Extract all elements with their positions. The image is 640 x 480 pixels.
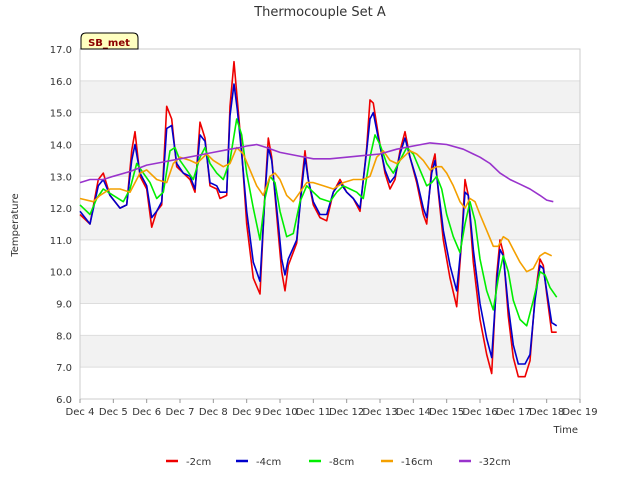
series-line-4cm xyxy=(79,83,558,365)
x-axis-label: Time xyxy=(553,425,578,436)
x-tick-label: Dec 10 xyxy=(262,407,297,418)
y-tick-label: 6.0 xyxy=(56,395,72,406)
x-tick-label: Dec 17 xyxy=(496,407,531,418)
legend-label: -4cm xyxy=(256,457,281,468)
series-line-16cm xyxy=(79,146,553,273)
y-tick-label: 10.0 xyxy=(50,268,72,279)
background-bands xyxy=(80,48,580,400)
legend-label: -32cm xyxy=(479,457,511,468)
y-tick-label: 13.0 xyxy=(50,172,72,183)
y-axis: 6.0 7.0 8.0 9.0 10.0 11.0 12.0 13.0 14.0 15.0 16.0… xyxy=(50,45,72,406)
grid-band xyxy=(80,144,580,177)
y-tick-label: 9.0 xyxy=(56,300,72,311)
series-line-8cm xyxy=(79,118,558,327)
x-tick-label: Dec 11 xyxy=(296,407,331,418)
y-tick-label: 7.0 xyxy=(56,363,72,374)
legend-label: -8cm xyxy=(329,457,354,468)
y-tick-label: 8.0 xyxy=(56,331,72,342)
grid-band xyxy=(80,112,580,145)
grid-band xyxy=(80,367,580,399)
x-tick-label: Dec 12 xyxy=(329,407,364,418)
grid-band xyxy=(80,335,580,368)
plot-frame xyxy=(79,48,581,400)
plot-border xyxy=(79,48,581,400)
x-tick-label: Dec 19 xyxy=(562,407,597,418)
grid-band xyxy=(80,303,580,336)
legend: -2cm -4cm -8cm -16cm -32cm xyxy=(166,457,511,468)
x-tick-label: Dec 15 xyxy=(429,407,464,418)
y-tick-label: 11.0 xyxy=(50,236,72,247)
y-axis-label: Temperature xyxy=(10,193,21,257)
x-tick-label: Dec 5 xyxy=(99,407,128,418)
x-tick-label: Dec 8 xyxy=(199,407,228,418)
legend-label: -2cm xyxy=(186,457,211,468)
chart-title: Thermocouple Set A xyxy=(253,5,386,20)
x-tick-label: Dec 14 xyxy=(396,407,431,418)
x-tick-label: Dec 7 xyxy=(166,407,195,418)
y-tick-label: 16.0 xyxy=(50,77,72,88)
grid-band xyxy=(80,208,580,240)
x-tick-label: Dec 13 xyxy=(362,407,397,418)
y-tick-label: 12.0 xyxy=(50,204,72,215)
x-tick-label: Dec 18 xyxy=(529,407,564,418)
y-tick-label: 14.0 xyxy=(50,140,72,151)
grid-band xyxy=(80,239,580,272)
series-layer xyxy=(79,60,558,378)
sb-met-badge: SB_met xyxy=(80,32,139,50)
series-line-32cm xyxy=(79,142,554,203)
grid-band xyxy=(80,49,580,81)
y-tick-label: 15.0 xyxy=(50,109,72,120)
x-tick-label: Dec 16 xyxy=(462,407,497,418)
legend-label: -16cm xyxy=(401,457,433,468)
y-tick-label: 17.0 xyxy=(50,45,72,56)
x-tick-label: Dec 6 xyxy=(132,407,161,418)
x-tick-label: Dec 4 xyxy=(66,407,95,418)
x-tick-label: Dec 9 xyxy=(232,407,261,418)
grid-band xyxy=(80,80,580,113)
badge-label: SB_met xyxy=(88,38,130,49)
x-axis: Dec 4 Dec 5 Dec 6 Dec 7 Dec 8 Dec 9 Dec 10Dec … xyxy=(66,399,598,418)
